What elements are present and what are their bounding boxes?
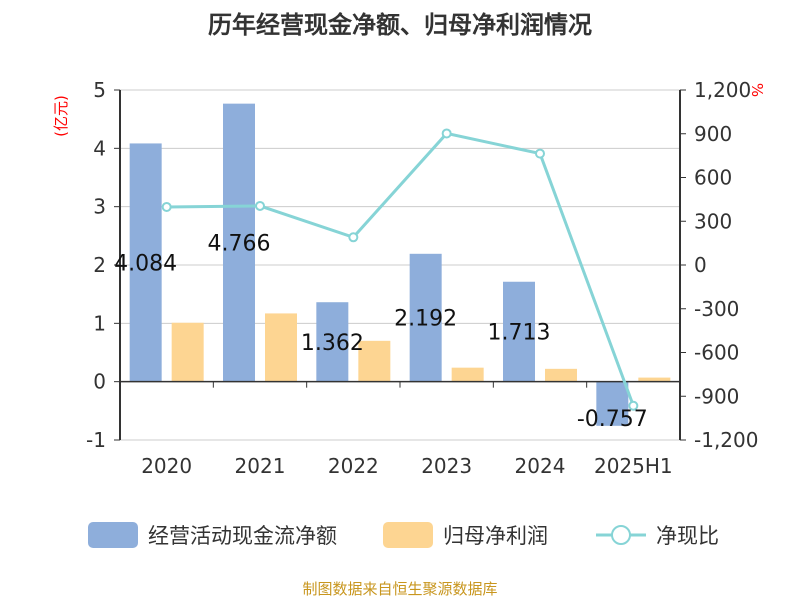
left-axis-tick-label: 0	[93, 370, 106, 394]
cashflow-data-label: 4.766	[208, 232, 271, 257]
legend-marker-icon	[611, 525, 631, 545]
cashflow-data-label: 2.192	[394, 307, 457, 332]
left-axis-tick-label: 5	[93, 78, 106, 102]
left-axis-tick-label: 2	[93, 253, 106, 277]
cashflow-data-label: 1.362	[301, 331, 364, 356]
cashflow-bar	[223, 103, 255, 382]
x-axis-tick-label: 2020	[141, 454, 192, 478]
ratio-point	[161, 201, 172, 212]
legend-swatch	[383, 522, 433, 548]
cashflow-data-label: 1.713	[488, 321, 551, 346]
right-axis-tick-label: -1,200	[694, 428, 758, 452]
legend-label: 经营活动现金流净额	[148, 524, 337, 548]
net-profit-bar	[171, 322, 204, 382]
cashflow-bar	[503, 281, 535, 382]
ratio-point	[255, 200, 265, 211]
left-axis-unit: (亿元)	[52, 95, 70, 137]
right-axis-tick-label: 300	[694, 209, 732, 233]
cashflow-data-label: 4.084	[114, 252, 177, 277]
cashflow-bar	[316, 302, 349, 382]
legend-label: 归母净利润	[443, 524, 548, 548]
chart-title: 历年经营现金净额、归母净利润情况	[208, 11, 592, 39]
left-axis-tick-label: 3	[93, 195, 106, 219]
data-source: 制图数据来自恒生聚源数据库	[302, 580, 497, 598]
right-axis-tick-label: -600	[694, 341, 739, 365]
ratio-line	[166, 131, 635, 407]
ratio-point	[441, 128, 452, 139]
x-axis-tick-label: 2024	[515, 454, 566, 478]
net-profit-bar	[451, 367, 484, 382]
x-axis-tick-label: 2025H1	[594, 454, 673, 478]
right-axis-tick-label: -900	[694, 384, 739, 408]
right-axis-tick-label: 1,200	[694, 78, 751, 102]
cashflow-bar	[409, 253, 442, 382]
right-axis-tick-label: 600	[694, 166, 732, 190]
legend-label: 净现比	[656, 524, 719, 548]
left-axis-tick-label: 4	[93, 136, 106, 160]
ratio-point	[348, 232, 359, 243]
net-profit-bar	[265, 313, 297, 382]
x-axis-tick-label: 2021	[235, 454, 286, 478]
cashflow-bar	[596, 381, 629, 426]
x-axis-tick-label: 2023	[421, 454, 472, 478]
right-axis-tick-label: 900	[694, 122, 732, 146]
cashflow-data-label: -0.757	[577, 407, 648, 432]
right-axis-tick-label: 0	[694, 253, 707, 277]
left-axis-tick-label: 1	[93, 311, 106, 335]
ratio-point	[628, 400, 639, 411]
ratio-point	[535, 148, 545, 159]
left-axis-tick-label: -1	[86, 428, 106, 452]
net-profit-bar	[638, 377, 671, 382]
right-axis-unit: %	[748, 83, 766, 97]
cashflow-bar	[129, 143, 162, 382]
net-profit-bar	[358, 340, 391, 382]
right-axis-tick-label: -300	[694, 297, 739, 321]
legend-swatch	[88, 522, 138, 548]
x-axis-tick-label: 2022	[328, 454, 379, 478]
net-profit-bar	[545, 368, 577, 382]
